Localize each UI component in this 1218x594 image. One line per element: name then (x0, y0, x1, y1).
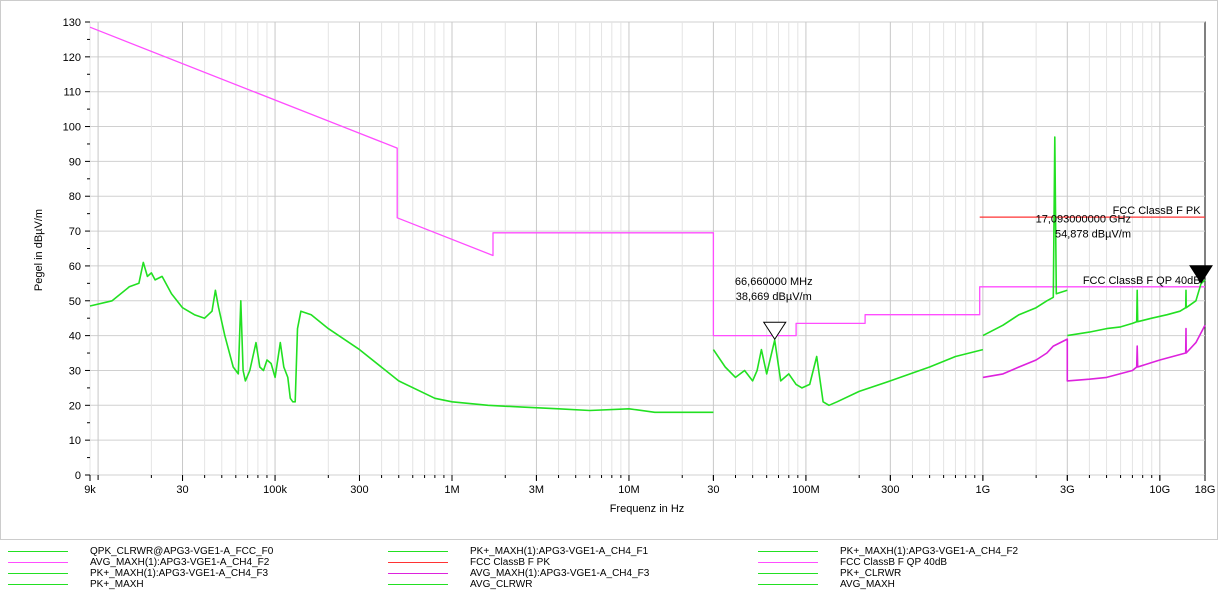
x-tick-label: 1G (976, 484, 991, 496)
plot-area (89, 21, 1206, 476)
x-tick-label: 300 (350, 484, 368, 496)
legend-label: PK+_CLRWR (840, 568, 902, 579)
measurement-trace (712, 339, 984, 407)
legend-label: PK+_MAXH(1):APG3-VGE1-A_CH4_F2 (840, 546, 1019, 557)
axes-layer: 0 10 20 30 40 50 60 70 80 90 100 110 120 130 9k 30 100k 3… (63, 17, 1216, 496)
legend-label: FCC ClassB F QP 40dB (840, 557, 948, 568)
legend: QPK_CLRWR@APG3-VGE1-A_FCC_F0 PK+_MAXH(1):… (0, 540, 1218, 594)
limit-line (89, 26, 1205, 337)
legend-label: PK+_MAXH (90, 579, 144, 590)
y-tick-label: 60 (69, 261, 81, 273)
x-tick-label: 100M (792, 484, 820, 496)
legend-label: AVG_CLRWR (470, 579, 533, 590)
x-tick-label: 100k (263, 484, 287, 496)
y-tick-label: 20 (69, 400, 81, 412)
marker-triangle-hollow (762, 321, 787, 341)
x-tick-label: 1M (444, 484, 459, 496)
x-tick-label: 3G (1060, 484, 1075, 496)
x-tick-label: 10M (618, 484, 639, 496)
y-tick-label: 110 (63, 87, 81, 99)
legend-label: AVG_MAXH (840, 579, 895, 590)
measurement-trace (89, 261, 714, 414)
marker-frequency-readout: 17,093000000 GHz (1036, 213, 1131, 225)
x-tick-label: 30 (707, 484, 719, 496)
legend-label: PK+_MAXH(1):APG3-VGE1-A_CH4_F1 (470, 546, 649, 557)
legend-swatch (388, 584, 448, 585)
legend-swatch (8, 562, 68, 563)
legend-label: AVG_MAXH(1):APG3-VGE1-A_CH4_F2 (90, 557, 270, 568)
x-tick-label: 9k (84, 484, 96, 496)
y-tick-label: 120 (63, 52, 81, 64)
legend-swatch (758, 551, 818, 552)
measurement-trace (982, 324, 1206, 382)
measurement-trace (982, 136, 1068, 337)
y-tick-label: 70 (69, 226, 81, 238)
marker-level-readout: 38,669 dBµV/m (736, 291, 812, 303)
y-tick-label: 80 (69, 191, 81, 203)
y-axis-label: Pegel in dBµV/m (33, 209, 45, 291)
y-tick-label: 100 (63, 122, 81, 134)
marker-level-readout: 54,878 dBµV/m (1055, 228, 1131, 240)
x-tick-label: 300 (881, 484, 899, 496)
measurement-trace (1067, 279, 1206, 337)
emi-chart: 66,660000 MHz 38,669 dBµV/m 17,093000000 G… (0, 0, 1218, 540)
y-tick-label: 40 (69, 331, 81, 343)
legend-label: QPK_CLRWR@APG3-VGE1-A_FCC_F0 (90, 546, 274, 557)
legend-label: PK+_MAXH(1):APG3-VGE1-A_CH4_F3 (90, 568, 269, 579)
limit-label: FCC ClassB F QP 40dB (1083, 275, 1201, 287)
legend-swatch (8, 584, 68, 585)
y-tick-label: 10 (69, 435, 81, 447)
legend-swatch (388, 562, 448, 563)
annotation-layer: 66,660000 MHz 38,669 dBµV/m 17,093000000 G… (735, 205, 1213, 341)
x-tick-label: 30 (176, 484, 188, 496)
x-axis-label: Frequenz in Hz (610, 503, 685, 515)
grid (89, 21, 1205, 476)
limit-label: FCC ClassB F PK (1113, 205, 1202, 217)
y-tick-label: 130 (63, 17, 81, 29)
x-tick-label: 18G (1195, 484, 1216, 496)
legend-label: AVG_MAXH(1):APG3-VGE1-A_CH4_F3 (470, 568, 650, 579)
y-tick-label: 0 (75, 470, 81, 482)
marker-frequency-readout: 66,660000 MHz (735, 276, 813, 288)
x-tick-label: 3M (529, 484, 544, 496)
y-tick-label: 50 (69, 296, 81, 308)
x-tick-label: 10G (1149, 484, 1170, 496)
legend-swatch (388, 573, 448, 574)
legend-swatch (8, 551, 68, 552)
y-tick-label: 30 (69, 365, 81, 377)
legend-swatch (758, 573, 818, 574)
legend-swatch (758, 562, 818, 563)
series-layer (89, 26, 1206, 414)
legend-label: FCC ClassB F PK (470, 557, 551, 568)
legend-swatch (758, 584, 818, 585)
marker-triangle-filled (1189, 265, 1213, 284)
legend-swatch (388, 551, 448, 552)
y-tick-label: 90 (69, 156, 81, 168)
legend-swatch (8, 573, 68, 574)
